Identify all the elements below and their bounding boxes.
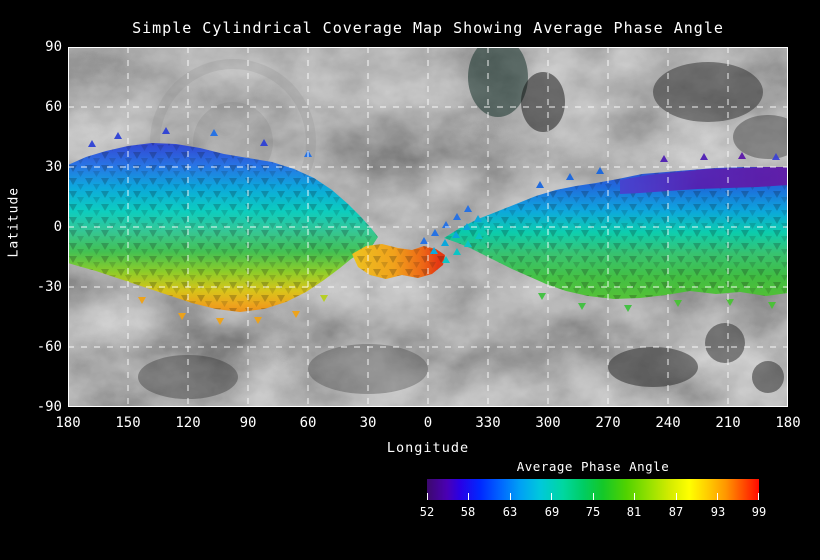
x-tick-label: 240	[655, 415, 681, 431]
y-tick-label: 30	[45, 159, 62, 175]
map-canvas	[68, 37, 803, 407]
x-tick-label: 180	[55, 415, 81, 431]
x-axis-label: Longitude	[386, 440, 470, 456]
coverage-overlay	[68, 127, 788, 325]
x-tick-label: 30	[359, 415, 377, 431]
colorbar-tick-label: 99	[751, 505, 767, 519]
colorbar-tick-label: 63	[502, 505, 518, 519]
x-tick-label: 90	[239, 415, 257, 431]
colorbar-tick	[468, 493, 469, 500]
x-tick-label: 120	[175, 415, 201, 431]
y-tick-label: -90	[36, 399, 62, 415]
x-tick-label: 0	[423, 415, 433, 431]
colorbar-tick	[510, 493, 511, 500]
facet-triangles	[88, 127, 780, 325]
x-tick-label: 180	[775, 415, 801, 431]
x-tick-label: 60	[299, 415, 317, 431]
colorbar-tick-label: 58	[460, 505, 476, 519]
plot-border	[68, 47, 788, 407]
y-tick-label: -30	[36, 279, 62, 295]
y-tick-label: 90	[45, 39, 62, 55]
colorbar-tick-label: 69	[544, 505, 560, 519]
colorbar	[427, 479, 759, 500]
colorbar-tick	[717, 493, 718, 500]
colorbar-tick-label: 52	[419, 505, 435, 519]
x-tick-label: 300	[535, 415, 561, 431]
colorbar-tick	[427, 493, 428, 500]
chart-title: Simple Cylindrical Coverage Map Showing …	[132, 19, 724, 37]
colorbar-tick	[551, 493, 552, 500]
x-tick-label: 150	[115, 415, 141, 431]
colorbar-tick-label: 81	[626, 505, 642, 519]
colorbar-tick-label: 93	[710, 505, 726, 519]
colorbar-tick	[676, 493, 677, 500]
x-tick-label: 210	[715, 415, 741, 431]
colorbar-tick	[593, 493, 594, 500]
plot-area	[68, 37, 803, 407]
y-tick-label: -60	[36, 339, 62, 355]
colorbar-tick-label: 87	[668, 505, 684, 519]
colorbar-title: Average Phase Angle	[516, 459, 670, 474]
x-tick-label: 270	[595, 415, 621, 431]
y-tick-label: 60	[45, 99, 62, 115]
x-tick-label: 330	[475, 415, 501, 431]
colorbar-tick-label: 75	[585, 505, 601, 519]
colorbar-tick	[634, 493, 635, 500]
y-tick-label: 0	[53, 219, 62, 235]
violet-band	[620, 167, 788, 194]
colorbar-tick	[758, 493, 759, 500]
grid-lines	[68, 47, 788, 407]
